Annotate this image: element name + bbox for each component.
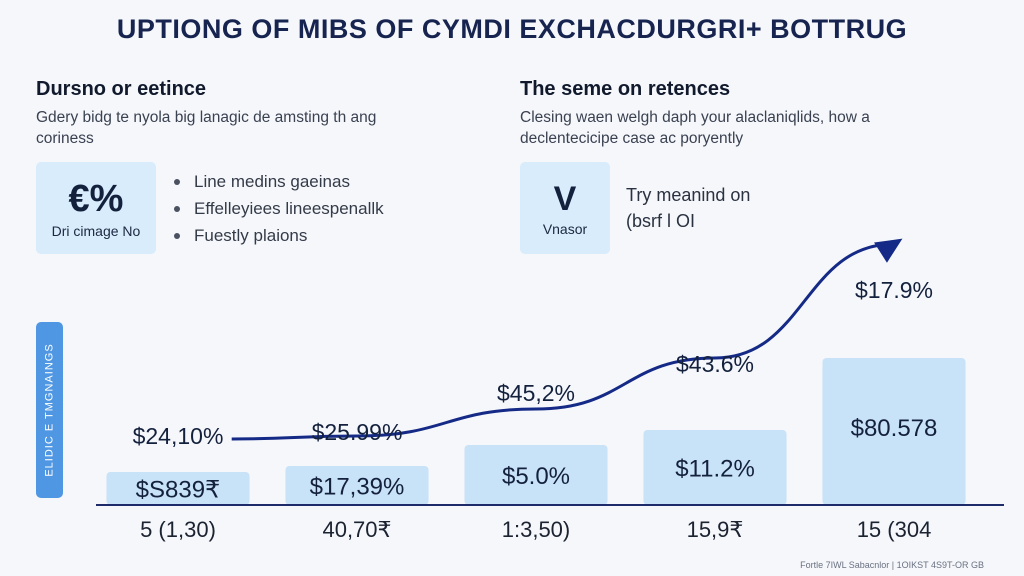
- list-item: Fuestly plaions: [172, 225, 384, 252]
- category-tick-label: 1:3,50): [502, 517, 571, 542]
- footer-credit: Fortle 7IWL Sabacnlor | 1OIKST 4S9T-OR G…: [800, 560, 984, 570]
- right-note-line: Try meanind on: [626, 185, 751, 205]
- bar-value-label: $S839₹: [136, 477, 221, 504]
- category-tick-label: 40,70₹: [322, 517, 391, 542]
- left-card-caption: Dri cimage No: [51, 222, 141, 239]
- side-label: ELIDIC E TMGNAINGS: [36, 322, 63, 498]
- page-title: UPTIONG OF MIBS OF CYMDI EXCHACDURGRI+ B…: [116, 14, 908, 44]
- arrow-head-icon: [874, 238, 903, 263]
- list-item: Line medins gaeinas: [172, 171, 384, 198]
- right-body-line: Clesing waen welgh daph your alaclaniqli…: [520, 109, 870, 126]
- bar: [822, 358, 966, 505]
- trend-line: [231, 242, 895, 441]
- right-section-title: The seme on retences: [520, 78, 731, 100]
- left-body-line: coriness: [36, 130, 94, 147]
- v-icon: V: [553, 179, 577, 218]
- bar-value-label: $5.0%: [502, 463, 570, 490]
- top-value-label: $45,2%: [497, 380, 575, 406]
- bar-value-label: $80.578: [851, 415, 938, 442]
- left-section-body: Gdery bidg te nyola big lanagic de amsti…: [36, 107, 376, 149]
- percent-icon: €%: [68, 177, 124, 220]
- category-tick-label: 5 (1,30): [140, 517, 216, 542]
- top-value-label: $17.9%: [855, 277, 933, 303]
- top-value-label: $43.6%: [676, 351, 754, 377]
- right-note: Try meanind on (bsrf l OI: [626, 182, 750, 234]
- bar: [285, 466, 429, 505]
- right-section-body: Clesing waen welgh daph your alaclaniqli…: [520, 107, 870, 149]
- right-body-line: declentecicipe case ac poryently: [520, 130, 744, 147]
- left-body-line: Gdery bidg te nyola big lanagic de amsti…: [36, 109, 377, 126]
- bar: [106, 472, 250, 505]
- feature-list: Line medins gaeinas Effelleyiees lineesp…: [172, 171, 384, 252]
- right-feature-card: V Vnasor: [520, 162, 610, 254]
- category-tick-label: 15 (304: [857, 517, 932, 542]
- bar-value-label: $11.2%: [675, 456, 755, 483]
- bar-value-label: $17,39%: [310, 474, 405, 501]
- right-card-caption: Vnasor: [542, 220, 588, 237]
- bar: [464, 445, 608, 505]
- top-value-label: $24,10%: [133, 423, 224, 449]
- left-feature-card: €% Dri cimage No: [36, 162, 156, 254]
- list-item: Effelleyiees lineespenallk: [172, 198, 384, 225]
- bar: [643, 430, 787, 505]
- right-note-line: (bsrf l OI: [626, 211, 696, 231]
- top-value-label: $25.99%: [312, 419, 403, 445]
- category-tick-label: 15,9₹: [687, 517, 744, 542]
- left-section-title: Dursno or eetince: [36, 78, 207, 100]
